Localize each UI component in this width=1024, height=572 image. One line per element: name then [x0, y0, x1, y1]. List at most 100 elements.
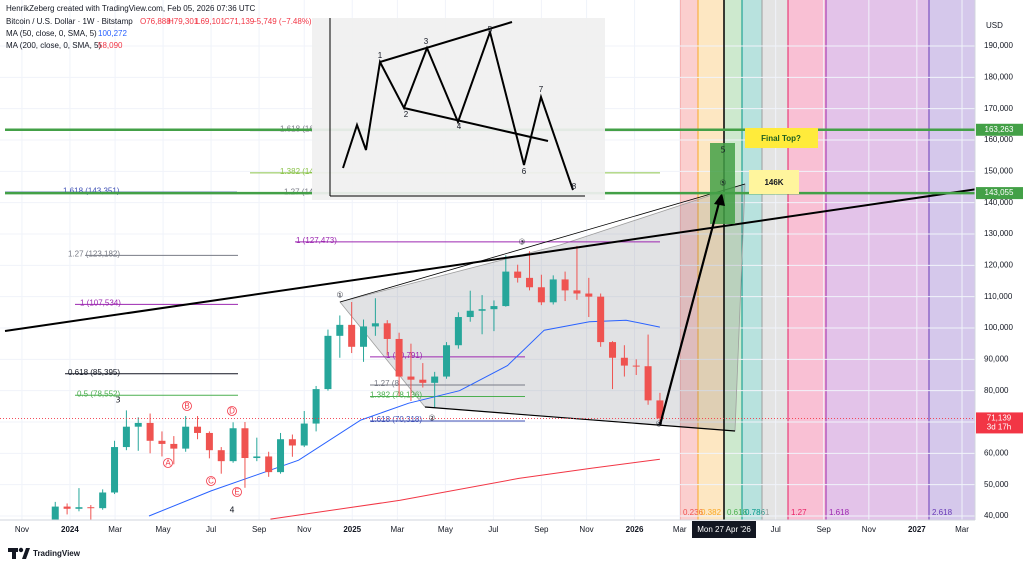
y-tick-label: 150,000 — [984, 166, 1013, 175]
x-tick-label: Nov — [15, 525, 29, 534]
arrow-head — [714, 193, 725, 206]
x-tick-label: May — [438, 525, 453, 534]
x-tick-label: Nov — [297, 525, 311, 534]
time-fib-band — [929, 0, 975, 520]
fib-label: 1.382 (78,136) — [370, 391, 422, 400]
candle-body — [490, 306, 498, 310]
candle-body — [63, 506, 71, 509]
x-tick-label: Mar — [108, 525, 122, 534]
time-fib-label: 1 — [765, 508, 770, 517]
candle-body — [549, 279, 557, 303]
legend-value: 100,272 — [98, 29, 127, 38]
candle-body — [573, 290, 581, 294]
candle-body — [609, 342, 617, 358]
y-tick-label: 100,000 — [984, 323, 1013, 332]
candle-body — [620, 357, 628, 366]
y-tick-label: 160,000 — [984, 135, 1013, 144]
inset-upper-line — [379, 21, 513, 63]
legend-entry: MA (200, close, 0, SMA, 5) — [6, 41, 101, 50]
candle-body — [585, 293, 593, 297]
x-tick-label: Jul — [771, 525, 781, 534]
inset-label: 6 — [522, 167, 527, 176]
fib-label: 0.5 (78,552) — [77, 389, 120, 398]
abcde-label: E — [234, 488, 239, 497]
candle-body — [241, 428, 249, 459]
y-tick-label: 40,000 — [984, 511, 1009, 520]
ohlc-change: −5,749 (−7.48%) — [252, 17, 312, 26]
wave-label: ② — [428, 414, 435, 423]
ma-line — [270, 458, 660, 520]
candle-body — [158, 440, 166, 444]
projection-arrow — [658, 198, 722, 426]
footer: TradingView — [8, 547, 81, 559]
x-tick-label: 2026 — [626, 525, 644, 534]
x-tick-label: Jul — [488, 525, 498, 534]
wave-label: ⑤ — [719, 179, 726, 188]
fib-label: 0.618 (85,395) — [68, 368, 120, 377]
inset-diagram: 1 2 3 4 5 6 7 8 — [312, 18, 605, 200]
x-tick-label: Jul — [206, 525, 216, 534]
y-tick-label: 50,000 — [984, 480, 1009, 489]
candle-body — [336, 324, 344, 336]
fib-label: 1 (90,791) — [386, 351, 423, 360]
candle-body — [277, 439, 285, 473]
candle-body — [111, 447, 119, 493]
candle-body — [217, 450, 225, 462]
level-tag — [976, 187, 1023, 200]
candle-body — [229, 428, 237, 462]
last-price-label: 71,139 — [987, 414, 1012, 423]
target-box — [710, 143, 735, 224]
wave-label: ④ — [655, 420, 662, 429]
candle-body — [502, 271, 510, 307]
wave-label: 4 — [229, 506, 234, 515]
abcde-circle — [163, 458, 173, 468]
candle-body — [194, 426, 202, 433]
candle-body — [537, 287, 545, 303]
x-tick-label: 2024 — [61, 525, 79, 534]
candle-body — [632, 365, 640, 367]
candle-body — [407, 376, 415, 380]
abcde-circle — [227, 406, 237, 416]
y-tick-label: 90,000 — [984, 354, 1009, 363]
candle-body — [526, 277, 534, 288]
abcde-circle — [206, 476, 216, 486]
inset-lower-line — [403, 107, 549, 142]
candle-body — [514, 271, 522, 278]
y-tick-label: 180,000 — [984, 72, 1013, 81]
x-tick-label: Nov — [862, 525, 876, 534]
axis-unit: USD — [986, 21, 1003, 30]
abcde-label: B — [184, 402, 189, 411]
candle-body — [312, 389, 320, 424]
candle-body — [561, 279, 569, 291]
symbol: Bitcoin / U.S. Dollar · 1W · Bitstamp — [6, 17, 133, 26]
x-tick-label: May — [156, 525, 171, 534]
x-tick-label: Mar — [391, 525, 405, 534]
lower-trendline — [424, 406, 736, 432]
time-fib-band — [698, 0, 724, 520]
abcde-label: A — [165, 459, 171, 468]
header: HenrikZeberg created with TradingView.co… — [6, 4, 312, 26]
fib-label: 1 (107,534) — [80, 298, 121, 307]
logo-text: TradingView — [33, 549, 81, 558]
logo-icon — [12, 548, 16, 559]
candle-body — [324, 335, 332, 390]
candle-body — [395, 338, 403, 377]
price-axis-background — [975, 0, 1024, 540]
x-tick-label: Sep — [534, 525, 549, 534]
inset-label: 7 — [539, 85, 544, 94]
y-tick-label: 190,000 — [984, 41, 1013, 50]
candle-body — [288, 439, 296, 446]
wave-label: ③ — [518, 238, 525, 247]
inset-label: 2 — [404, 110, 409, 119]
target-label-box — [749, 170, 799, 194]
time-fib-label: 1.618 — [829, 508, 850, 517]
ohlc-high: H79,301 — [168, 17, 199, 26]
x-tick-label: 2025 — [343, 525, 361, 534]
fib-label: 1 (127,473) — [296, 236, 337, 245]
candles — [51, 245, 664, 520]
candle-body — [454, 317, 462, 346]
time-fib-label: 0.786 — [745, 508, 766, 517]
inset-background — [312, 18, 605, 200]
inset-label: 5 — [488, 25, 493, 34]
